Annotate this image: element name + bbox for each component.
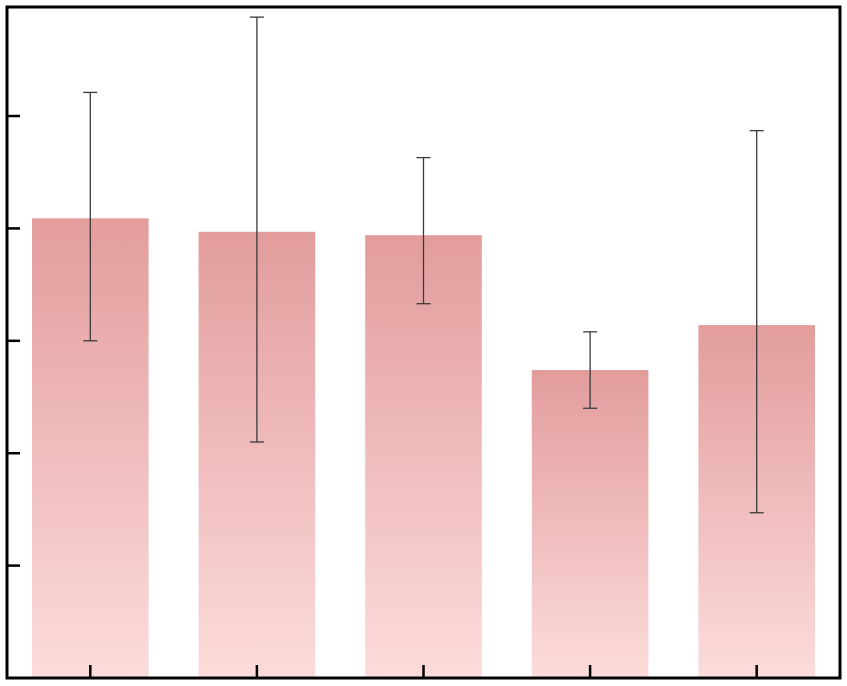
error-bars-layer bbox=[83, 16, 764, 514]
plot-frame bbox=[5, 5, 842, 680]
bar-4 bbox=[531, 370, 649, 678]
bar-3 bbox=[365, 235, 482, 678]
bars-layer bbox=[31, 218, 816, 679]
error-bar-4 bbox=[583, 331, 598, 409]
error-bar-2 bbox=[249, 16, 264, 443]
error-bar-5 bbox=[749, 129, 764, 514]
error-bar-1 bbox=[83, 91, 98, 342]
error-bar-3 bbox=[416, 156, 431, 305]
ticks-layer bbox=[7, 114, 758, 678]
